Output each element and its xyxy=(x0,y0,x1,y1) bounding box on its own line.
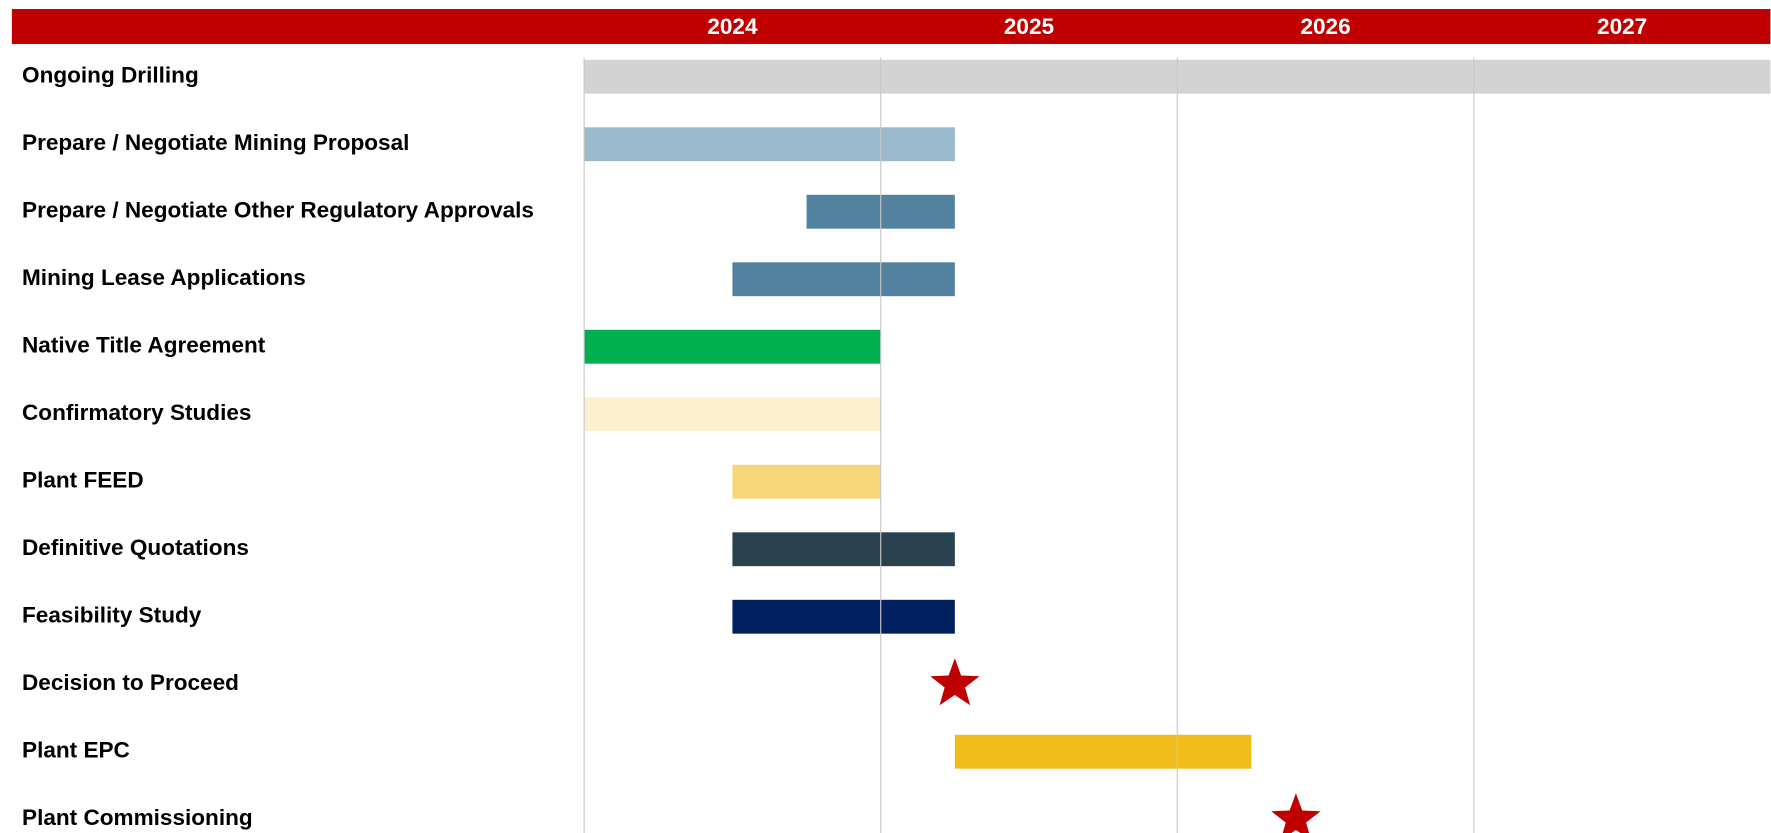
task-label: Prepare / Negotiate Mining Proposal xyxy=(22,130,409,155)
task-bar xyxy=(732,464,881,499)
task-label: Confirmatory Studies xyxy=(22,400,251,425)
milestone-star xyxy=(1271,793,1321,833)
task-label: Plant Commissioning xyxy=(22,805,253,830)
task-label: Definitive Quotations xyxy=(22,535,249,560)
task-bar xyxy=(732,599,955,634)
task-label: Plant EPC xyxy=(22,738,130,763)
milestone-star xyxy=(930,658,980,706)
header-bar xyxy=(11,9,1771,45)
task-label: Decision to Proceed xyxy=(22,670,239,695)
task-bar xyxy=(584,329,881,364)
task-label: Feasibility Study xyxy=(22,603,202,628)
task-label: Mining Lease Applications xyxy=(22,265,306,290)
task-bar xyxy=(584,397,881,432)
task-label: Prepare / Negotiate Other Regulatory App… xyxy=(22,198,534,223)
x-tick-label: 2026 xyxy=(1300,14,1350,39)
task-bar xyxy=(954,734,1252,769)
task-label: Ongoing Drilling xyxy=(22,63,199,88)
task-bar xyxy=(732,262,955,297)
task-label: Native Title Agreement xyxy=(22,333,266,358)
task-label: Plant FEED xyxy=(22,468,144,493)
task-bar xyxy=(584,127,955,162)
task-bar xyxy=(732,532,955,567)
x-tick-label: 2025 xyxy=(1004,14,1054,39)
x-tick-label: 2027 xyxy=(1597,14,1647,39)
x-tick-label: 2024 xyxy=(707,14,758,39)
